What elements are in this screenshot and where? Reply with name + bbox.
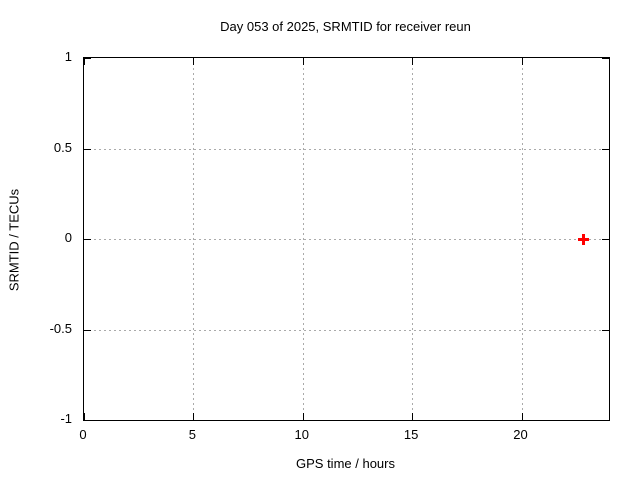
x-axis-label: GPS time / hours: [296, 456, 395, 471]
plot-area: [83, 57, 610, 421]
chart-title: Day 053 of 2025, SRMTID for receiver reu…: [220, 19, 471, 34]
x-tick-label: 20: [513, 427, 528, 442]
x-tick-mark-bottom: [193, 413, 195, 420]
x-tick-label: 0: [79, 427, 87, 442]
x-tick-mark-top: [412, 58, 414, 65]
y-tick-mark-left: [84, 329, 91, 331]
x-tick-mark-top: [193, 58, 195, 65]
y-tick-mark-left: [84, 420, 91, 421]
x-tick-label: 10: [294, 427, 309, 442]
y-tick-label: -0.5: [49, 320, 72, 336]
y-tick-label: 1: [64, 49, 72, 64]
y-tick-mark-left: [84, 239, 91, 240]
x-tick-mark-bottom: [412, 413, 414, 420]
y-gridline: [84, 329, 609, 331]
y-tick-label: 0.5: [53, 139, 72, 155]
y-gridline: [84, 239, 609, 240]
x-tick-label: 15: [403, 427, 419, 442]
y-tick-mark-left: [84, 58, 91, 59]
y-tick-mark-right: [602, 58, 609, 59]
y-tick-label: -1: [60, 411, 72, 426]
y-tick-label: 0: [64, 230, 72, 245]
x-tick-mark-top: [84, 58, 85, 65]
x-tick-mark-bottom: [302, 413, 304, 420]
y-tick-mark-right: [602, 329, 609, 331]
x-tick-mark-top: [521, 58, 523, 65]
y-gridline: [84, 148, 609, 150]
x-tick-mark-bottom: [521, 413, 523, 420]
y-tick-mark-right: [602, 148, 609, 150]
y-axis-label: SRMTID / TECUs: [6, 188, 22, 292]
marker-bar: [581, 234, 585, 245]
y-tick-mark-right: [602, 239, 609, 240]
y-tick-mark-right: [602, 420, 609, 421]
x-tick-label: 5: [188, 427, 196, 442]
y-tick-mark-left: [84, 148, 91, 150]
x-tick-mark-bottom: [84, 413, 85, 420]
x-tick-mark-top: [302, 58, 304, 65]
